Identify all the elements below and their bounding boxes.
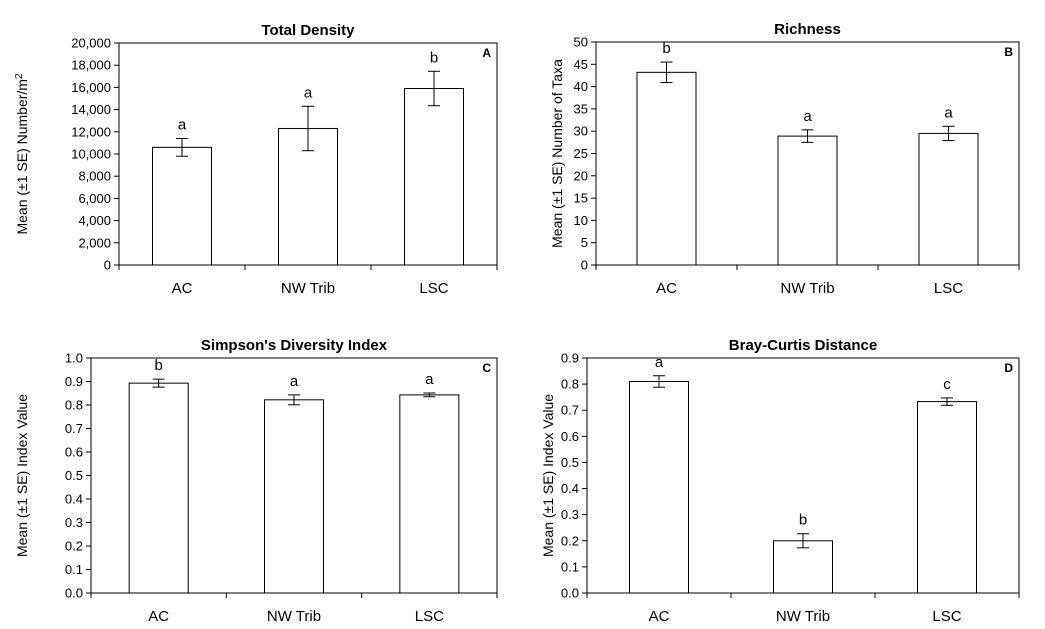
y-axis-label-superscript: 2 — [14, 73, 25, 79]
y-tick-label: 0.3 — [65, 515, 83, 530]
category-label: LSC — [934, 280, 963, 297]
significance-letter: a — [178, 116, 187, 133]
bar-ac — [636, 71, 697, 266]
y-tick-label: 15 — [574, 191, 588, 206]
bar-nw-trib — [773, 540, 833, 594]
category-label: NW Trib — [267, 608, 321, 625]
y-tick-label: 6,000 — [78, 191, 111, 206]
category-label: LSC — [419, 280, 448, 297]
y-tick-label: 0.5 — [65, 468, 83, 483]
category-label: AC — [172, 280, 193, 297]
panel-letter: A — [482, 46, 491, 60]
y-tick-label: 0.9 — [65, 374, 83, 389]
bar-nw-trib — [777, 135, 838, 266]
y-tick-label: 0.0 — [65, 586, 83, 601]
y-tick-label: 0.4 — [561, 481, 579, 496]
bar-nw-trib — [278, 127, 338, 266]
y-tick-label: 45 — [574, 57, 588, 72]
y-tick-label: 18,000 — [71, 58, 111, 73]
y-tick-label: 0.4 — [65, 492, 83, 507]
y-tick-label: 4,000 — [78, 213, 111, 228]
significance-letter: a — [803, 108, 812, 125]
panel-letter: B — [1004, 45, 1013, 59]
category-label: NW Trib — [281, 280, 335, 297]
panel-letter: C — [482, 361, 491, 375]
y-tick-label: 30 — [574, 124, 588, 139]
significance-letter: b — [430, 49, 438, 66]
chart-panel-a: Total Density A 0 2,000 4,000 6,000 8,000 10,00… — [14, 22, 498, 297]
bar-lsc — [404, 88, 464, 266]
y-tick-label: 0.2 — [65, 539, 83, 554]
significance-letter: a — [425, 371, 434, 388]
chart-title: Bray-Curtis Distance — [729, 337, 877, 354]
y-tick-label: 8,000 — [78, 169, 111, 184]
chart-panel-c: Simpson's Diversity Index C 0.0 0.1 0.2 0.3 0.… — [14, 337, 498, 625]
y-tick-label: 10,000 — [71, 147, 111, 162]
y-tick-label: 35 — [574, 101, 588, 116]
y-tick-label: 0.1 — [65, 562, 83, 577]
y-tick-label: 0.2 — [561, 533, 579, 548]
y-tick-label: 2,000 — [78, 235, 111, 250]
y-tick-label: 10 — [574, 213, 588, 228]
significance-letter: b — [799, 512, 807, 529]
bar-lsc — [917, 401, 977, 594]
significance-letter: a — [944, 104, 953, 121]
bar-ac — [128, 382, 189, 594]
category-label: NW Trib — [780, 280, 834, 297]
significance-letter: a — [655, 354, 664, 371]
y-tick-label: 0.3 — [561, 507, 579, 522]
y-tick-label: 0.5 — [561, 455, 579, 470]
significance-letter: a — [290, 373, 299, 390]
bar-lsc — [399, 394, 460, 594]
y-tick-label: 16,000 — [71, 80, 111, 95]
chart-panel-d: Bray-Curtis Distance D 0.0 0.1 0.2 0.3 0.4 0.5 0… — [540, 337, 1020, 625]
y-axis-label: Mean (±1 SE) Index Value — [540, 394, 556, 557]
y-tick-label: 0.1 — [561, 559, 579, 574]
y-tick-label: 0.6 — [561, 429, 579, 444]
chart-title: Richness — [774, 21, 841, 38]
y-tick-label: 0.0 — [561, 586, 579, 601]
y-axis-label: Mean (±1 SE) Number/m2 — [14, 73, 31, 235]
bar-nw-trib — [264, 399, 324, 594]
y-tick-label: 25 — [574, 146, 588, 161]
category-label: AC — [656, 280, 677, 297]
y-tick-label: 50 — [574, 35, 588, 50]
panel-letter: D — [1004, 361, 1013, 375]
y-axis-label: Mean (±1 SE) Number of Taxa — [549, 59, 565, 248]
y-tick-label: 5 — [581, 235, 588, 250]
chart-title: Simpson's Diversity Index — [201, 337, 388, 354]
chart-title: Total Density — [261, 22, 355, 39]
significance-letter: b — [662, 40, 670, 57]
y-tick-label: 0 — [581, 258, 588, 273]
category-label: AC — [148, 608, 169, 625]
y-tick-label: 40 — [574, 79, 588, 94]
y-tick-label: 1.0 — [65, 351, 83, 366]
bar-lsc — [918, 132, 979, 266]
chart-panel-b: Richness B 0 5 10 15 20 25 30 35 40 45 50 Mean (±1 SE… — [549, 21, 1020, 297]
category-label: LSC — [932, 608, 961, 625]
y-tick-label: 12,000 — [71, 124, 111, 139]
y-tick-label: 0.8 — [65, 398, 83, 413]
y-tick-label: 0.7 — [65, 421, 83, 436]
bar-ac — [152, 146, 212, 266]
y-tick-label: 20,000 — [71, 36, 111, 51]
y-tick-label: 0.8 — [561, 377, 579, 392]
y-tick-label: 0.6 — [65, 445, 83, 460]
category-label: LSC — [415, 608, 444, 625]
y-tick-label: 0 — [104, 258, 111, 273]
significance-letter: b — [154, 357, 162, 374]
y-tick-label: 0.7 — [561, 403, 579, 418]
y-tick-label: 0.9 — [561, 351, 579, 366]
significance-letter: a — [304, 84, 313, 101]
y-tick-label: 20 — [574, 168, 588, 183]
significance-letter: c — [943, 376, 951, 393]
y-axis-label: Mean (±1 SE) Index Value — [14, 394, 30, 557]
y-tick-label: 14,000 — [71, 102, 111, 117]
category-label: AC — [649, 608, 670, 625]
bar-ac — [629, 381, 689, 594]
category-label: NW Trib — [776, 608, 830, 625]
